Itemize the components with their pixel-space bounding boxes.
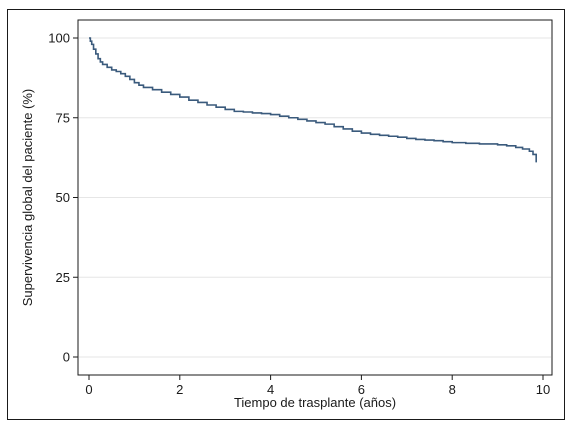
y-tick-label-75: 75 <box>56 110 70 125</box>
y-tick-label-100: 100 <box>48 31 70 46</box>
survival-chart: 0 25 50 75 100 0 2 4 6 8 10 Tiempo de trasplante … <box>20 19 553 410</box>
y-tick-label-0: 0 <box>63 350 70 365</box>
y-axis-title: Supervivencia global del paciente (%) <box>20 89 35 307</box>
gridlines <box>79 37 551 358</box>
survival-curve-line <box>89 37 537 163</box>
y-tick-label-50: 50 <box>56 190 70 205</box>
x-tick-label-4: 4 <box>267 382 274 397</box>
y-axis: 0 25 50 75 100 <box>48 31 78 365</box>
x-axis: 0 2 4 6 8 10 <box>85 375 550 397</box>
x-tick-label-0: 0 <box>85 382 92 397</box>
x-tick-label-8: 8 <box>449 382 456 397</box>
chart-frame: 0 25 50 75 100 0 2 4 6 8 10 Tiempo de trasplante … <box>7 9 565 420</box>
x-tick-label-10: 10 <box>536 382 550 397</box>
x-tick-label-2: 2 <box>176 382 183 397</box>
y-tick-label-25: 25 <box>56 270 70 285</box>
x-tick-label-6: 6 <box>358 382 365 397</box>
x-axis-title: Tiempo de trasplante (años) <box>234 395 396 410</box>
